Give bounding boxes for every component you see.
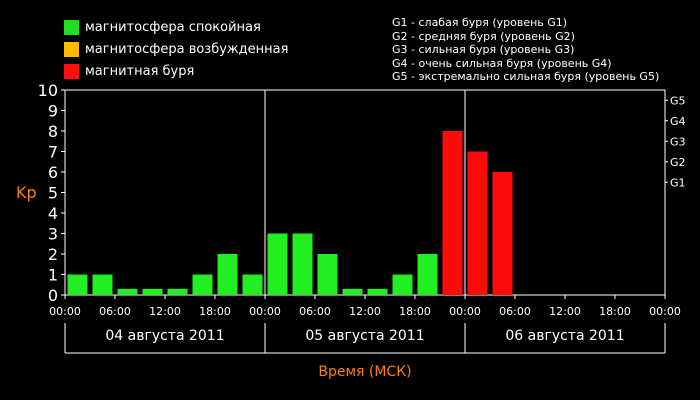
legend-label: магнитная буря	[85, 63, 195, 79]
legend-label: магнитосфера возбужденная	[85, 41, 289, 57]
legend-label: магнитосфера спокойная	[85, 19, 261, 35]
y-tick-label: 7	[48, 143, 58, 162]
g-legend-line: G4 - очень сильная буря (уровень G4)	[392, 56, 612, 70]
y-tick-label: 10	[38, 81, 58, 100]
plot-frame	[64, 89, 666, 296]
g-legend-line: G3 - сильная буря (уровень G3)	[392, 43, 575, 57]
g-tick-label: G3	[670, 135, 686, 148]
g-tick-label: G2	[670, 156, 686, 169]
x-tick-label: 18:00	[399, 305, 431, 318]
legend-item-excited: магнитосфера возбужденная	[64, 38, 288, 60]
date-label-day-3: 06 августа 2011	[505, 328, 625, 344]
y-tick-label: 9	[48, 102, 58, 121]
x-tick-label: 12:00	[549, 305, 581, 318]
g-tick-label: G5	[670, 94, 686, 107]
kp-bar	[67, 274, 88, 295]
legend-item-storm: магнитная буря	[64, 60, 288, 82]
x-tick-label: 00:00	[49, 305, 81, 318]
legend-swatch-quiet	[64, 19, 79, 35]
x-tick-label: 00:00	[449, 305, 481, 318]
kp-bar	[242, 274, 263, 295]
x-tick-label: 06:00	[299, 305, 331, 318]
x-tick-label: 12:00	[149, 305, 181, 318]
y-axis-label: Kp	[16, 183, 37, 202]
date-label-day-1: 04 августа 2011	[105, 328, 225, 344]
legend-swatch-excited	[64, 41, 79, 57]
x-tick-label: 18:00	[599, 305, 631, 318]
kp-bar	[392, 274, 413, 295]
status-legend: магнитосфера спокойная магнитосфера возб…	[64, 16, 288, 82]
x-tick-label: 06:00	[499, 305, 531, 318]
y-tick-label: 4	[48, 204, 58, 223]
kp-bar	[467, 151, 488, 295]
kp-bar	[92, 274, 113, 295]
kp-bar	[192, 274, 213, 295]
g-legend-line: G2 - средняя буря (уровень G2)	[392, 29, 575, 43]
x-tick-label: 12:00	[349, 305, 381, 318]
y-tick-label: 3	[48, 225, 58, 244]
x-tick-label: 00:00	[649, 305, 681, 318]
legend-swatch-storm	[64, 63, 79, 79]
kp-bar	[317, 254, 338, 295]
g-tick-label: G4	[670, 115, 686, 128]
kp-bar	[292, 233, 313, 295]
legend-item-quiet: магнитосфера спокойная	[64, 16, 288, 38]
g-scale-legend: G1 - слабая буря (уровень G1) G2 - средн…	[392, 16, 659, 84]
y-tick-label: 2	[48, 245, 58, 264]
kp-bar	[217, 254, 238, 295]
y-tick-label: 8	[48, 122, 58, 141]
y-tick-label: 1	[48, 266, 58, 285]
y-tick-label: 5	[48, 184, 58, 203]
kp-bar	[417, 254, 438, 295]
g-legend-line: G1 - слабая буря (уровень G1)	[392, 16, 568, 29]
x-tick-label: 06:00	[99, 305, 131, 318]
kp-bar	[267, 233, 288, 295]
kp-bar	[442, 131, 463, 295]
y-tick-label: 0	[48, 286, 58, 305]
x-tick-label: 00:00	[249, 305, 281, 318]
kp-bar	[342, 288, 363, 295]
g-legend-line: G5 - экстремально сильная буря (уровень …	[392, 70, 660, 84]
date-label-day-2: 05 августа 2011	[305, 328, 425, 344]
y-tick-label: 6	[48, 163, 58, 182]
g-tick-label: G1	[670, 176, 686, 189]
x-axis-label: Время (МСК)	[318, 364, 412, 380]
kp-bar	[117, 288, 138, 295]
kp-bar	[367, 288, 388, 295]
x-tick-label: 18:00	[199, 305, 231, 318]
kp-bar	[167, 288, 188, 295]
kp-bar	[142, 288, 163, 295]
kp-bar	[492, 172, 513, 295]
